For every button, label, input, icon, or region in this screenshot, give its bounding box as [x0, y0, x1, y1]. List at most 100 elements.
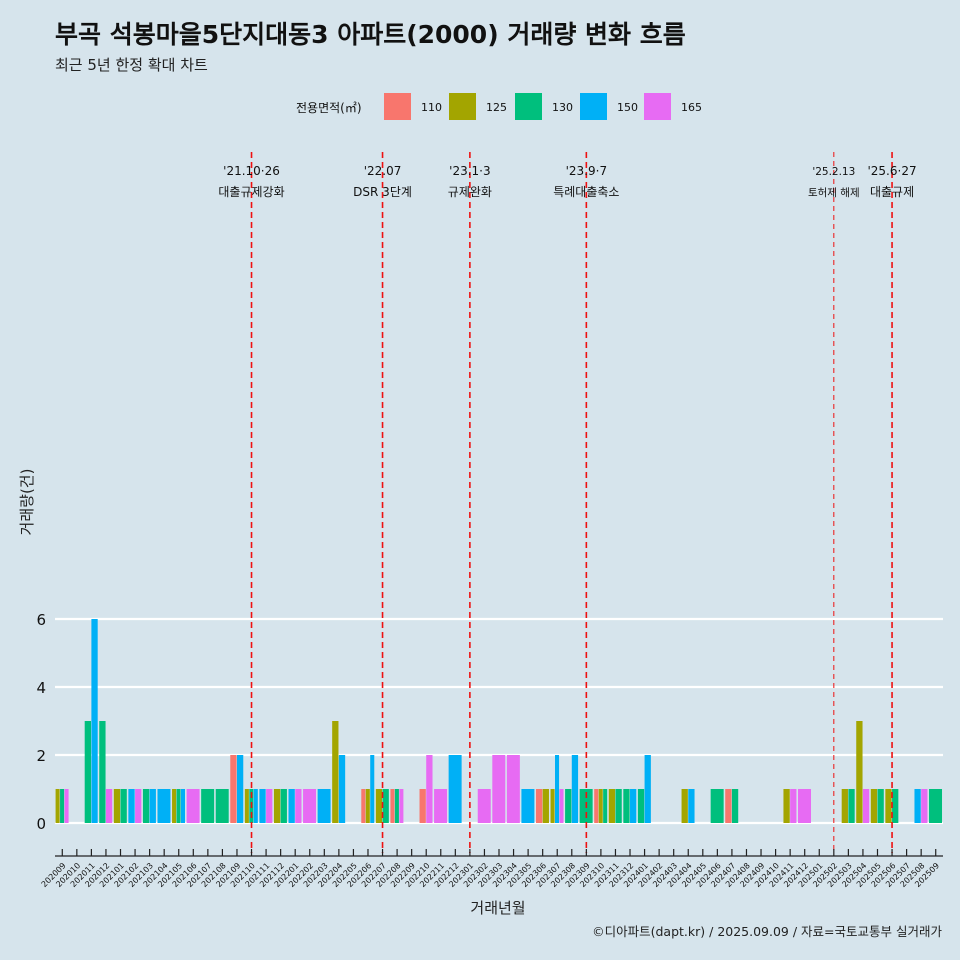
chart-subtitle: 최근 5년 한정 확대 차트 [55, 56, 208, 74]
bar-202308-130 [565, 789, 572, 823]
bar-202310-110 [594, 789, 599, 823]
bar-202102-150 [128, 789, 135, 823]
legend-key-130 [515, 93, 542, 120]
bar-202508-165 [921, 789, 928, 823]
bar-202107-130 [201, 789, 215, 823]
bar-202103-150 [149, 789, 156, 823]
event-date-202110: '21.10·26 [223, 164, 280, 178]
bar-202202-165 [303, 789, 317, 823]
bar-202201-165 [295, 789, 302, 823]
legend-label-130: 130 [552, 101, 573, 114]
bar-202110-150 [253, 789, 258, 823]
bar-202206-150 [370, 755, 375, 823]
bar-202009-130 [60, 789, 65, 823]
bar-202304-165 [506, 755, 520, 823]
bar-202407-110 [725, 789, 732, 823]
chart-title: 부곡 석봉마을5단지대동3 아파트(2000) 거래량 변화 흐름 [55, 20, 686, 49]
bar-202104-150 [157, 789, 171, 823]
bar-202111-150 [259, 789, 266, 823]
bar-202102-165 [135, 789, 142, 823]
bar-202307-165 [559, 789, 564, 823]
bar-202311-130 [615, 789, 622, 823]
bar-202308-150 [571, 755, 579, 823]
legend-key-110 [384, 93, 411, 120]
event-label-202309: 특례대출축소 [553, 185, 619, 199]
bar-202411-125 [783, 789, 790, 823]
bar-202109-110 [230, 755, 237, 823]
bar-202503-130 [848, 789, 855, 823]
legend-label-125: 125 [486, 101, 507, 114]
bar-202111-165 [266, 789, 273, 823]
legend: 전용면적(㎡) 110 125 130 150 165 [296, 93, 702, 120]
y-tick-label: 6 [36, 611, 46, 629]
bar-202103-130 [142, 789, 150, 823]
bar-202401-150 [644, 755, 651, 823]
bar-202207-130 [382, 789, 389, 823]
bar-202108-130 [215, 789, 229, 823]
bar-202407-130 [731, 789, 739, 823]
bar-202508-150 [914, 789, 921, 823]
bar-202307-150 [554, 755, 560, 823]
bar-202506-130 [892, 789, 899, 823]
bar-202210-110 [419, 789, 426, 823]
bar-202105-125 [172, 789, 177, 823]
bar-202208-110 [390, 789, 395, 823]
bar-202106-165 [186, 789, 200, 823]
bar-202306-110 [535, 789, 543, 823]
legend-key-150 [580, 93, 607, 120]
y-tick-label: 4 [36, 679, 46, 697]
bar-202506-125 [885, 789, 892, 823]
bar-202203-150 [317, 789, 331, 823]
bar-202212-150 [448, 755, 462, 823]
bar-202101-130 [120, 789, 127, 823]
bar-202112-125 [273, 789, 281, 823]
y-tick-label: 2 [36, 747, 46, 765]
bar-202112-130 [280, 789, 287, 823]
legend-label-150: 150 [617, 101, 638, 114]
bar-202208-130 [394, 789, 399, 823]
bar-202110-125 [244, 789, 249, 823]
bar-202411-165 [790, 789, 797, 823]
bar-202206-125 [365, 789, 370, 823]
bar-202012-165 [105, 789, 113, 823]
bar-202101-125 [113, 789, 121, 823]
bar-202504-165 [862, 789, 870, 823]
bar-202312-130 [623, 789, 630, 823]
event-date-202207: '22.07 [364, 164, 402, 178]
bar-202310-130 [603, 789, 608, 823]
legend-label-110: 110 [421, 101, 442, 114]
bar-202406-130 [710, 789, 724, 823]
event-date-202506: '25.6·27 [867, 164, 916, 178]
bar-202307-125 [550, 789, 555, 823]
bar-202509-130 [929, 789, 943, 823]
bar-202311-125 [608, 789, 616, 823]
bar-202303-165 [492, 755, 506, 823]
bar-202207-125 [375, 789, 383, 823]
bar-202504-125 [856, 721, 863, 823]
x-axis-label: 거래년월 [470, 899, 525, 917]
bar-202011-150 [91, 619, 98, 823]
bar-202412-165 [798, 789, 812, 823]
bar-202210-165 [426, 755, 433, 823]
bar-202505-125 [870, 789, 878, 823]
y-axis-label: 거래량(건) [18, 469, 36, 536]
event-label-202502: 토허제 해제 [808, 186, 860, 199]
bar-202310-125 [598, 789, 603, 823]
legend-title: 전용면적(㎡) [296, 101, 362, 115]
bar-202211-165 [434, 789, 448, 823]
bar-202306-125 [542, 789, 549, 823]
bar-202204-150 [338, 755, 346, 823]
event-label-202110: 대출규제강화 [218, 185, 284, 199]
bar-202009-165 [64, 789, 69, 823]
source-caption: ©디아파트(dapt.kr) / 2025.09.09 / 자료=국토교통부 실… [592, 924, 942, 939]
bar-202208-165 [399, 789, 404, 823]
bar-202201-150 [288, 789, 295, 823]
bar-202009-125 [55, 789, 60, 823]
legend-key-125 [449, 93, 476, 120]
legend-label-165: 165 [681, 101, 702, 114]
event-label-202301: 규제완화 [448, 185, 492, 199]
bar-202105-130 [176, 789, 181, 823]
bar-202109-150 [236, 755, 244, 823]
bar-202105-150 [180, 789, 186, 823]
